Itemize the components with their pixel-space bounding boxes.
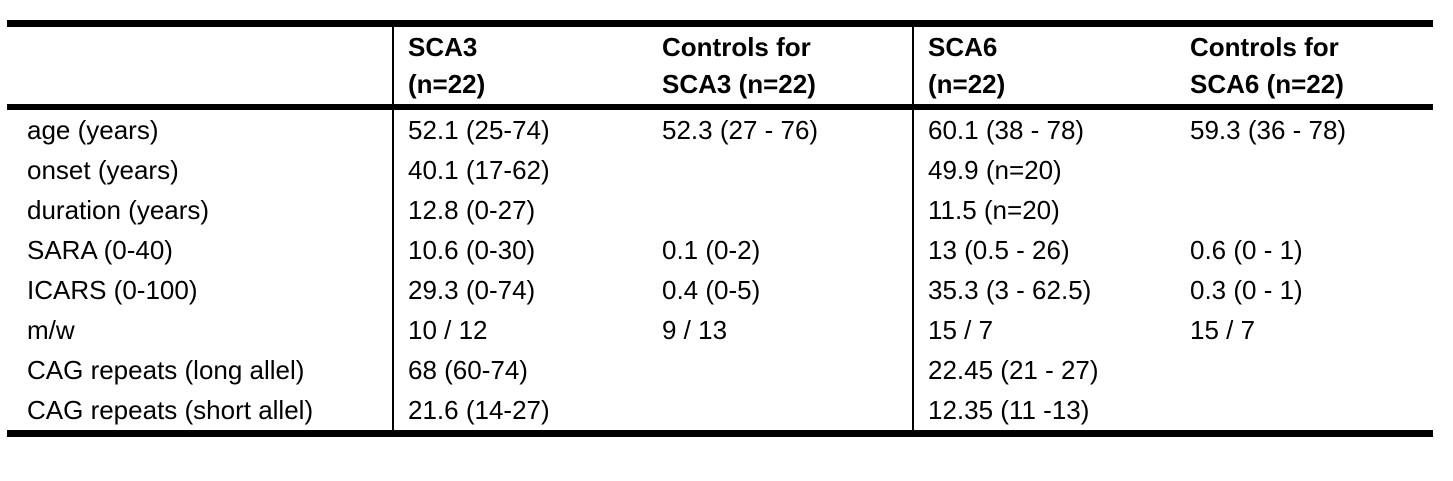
row-label-cell: CAG repeats (short allel) [27, 395, 314, 425]
table-row-icars: ICARS (0-100) 29.3 (0-74) 0.4 (0-5) 35.3… [7, 270, 1433, 310]
header-sca3-line2: (n=22) [408, 69, 486, 99]
row-label-cell: CAG repeats (long allel) [27, 355, 305, 385]
header-controls-sca6: Controls for SCA6 (n=22) [1176, 24, 1433, 108]
value-cell-sca6: 15 / 7 [912, 310, 1176, 350]
table-row-cag-short: CAG repeats (short allel) 21.6 (14-27) 1… [7, 390, 1433, 434]
value-cell-controls-sca3: 0.1 (0-2) [662, 235, 761, 265]
table-row-sara: SARA (0-40) 10.6 (0-30) 0.1 (0-2) 13 (0.… [7, 230, 1433, 270]
table-header: SCA3 (n=22) Controls for SCA3 (n=22) SCA… [7, 23, 1433, 108]
table-row-duration: duration (years) 12.8 (0-27) 11.5 (n=20) [7, 190, 1433, 230]
value-cell-controls-sca3 [648, 390, 913, 434]
value-cell-sca3: 52.1 (25-74) [392, 107, 648, 150]
table-body: age (years) 52.1 (25-74) 52.3 (27 - 76) … [7, 107, 1433, 434]
header-controls-sca6-line2: SCA6 (n=22) [1190, 69, 1344, 99]
value-cell-sca6: 11.5 (n=20) [912, 190, 1176, 230]
value-cell-sca3: 12.8 (0-27) [392, 190, 648, 230]
value-cell-controls-sca6: 0.6 (0 - 1) [1190, 235, 1303, 265]
value-cell-sca6: 13 (0.5 - 26) [912, 230, 1176, 270]
value-cell-controls-sca6: 0.3 (0 - 1) [1190, 275, 1303, 305]
value-cell-sca3: 21.6 (14-27) [392, 390, 648, 434]
value-cell-sca3: 68 (60-74) [392, 350, 648, 390]
header-row: SCA3 (n=22) Controls for SCA3 (n=22) SCA… [7, 23, 1433, 108]
value-cell-controls-sca6 [1176, 150, 1433, 190]
row-label-cell: SARA (0-40) [27, 235, 173, 265]
header-empty-cell [7, 24, 393, 108]
table-row-cag-long: CAG repeats (long allel) 68 (60-74) 22.4… [7, 350, 1433, 390]
value-cell-controls-sca3 [648, 350, 913, 390]
value-cell-controls-sca3 [648, 190, 913, 230]
header-controls-sca3-line2: SCA3 (n=22) [662, 69, 816, 99]
value-cell-sca3: 10 / 12 [392, 310, 648, 350]
value-cell-controls-sca3: 0.4 (0-5) [662, 275, 761, 305]
value-cell-controls-sca3: 52.3 (27 - 76) [662, 115, 819, 145]
value-cell-controls-sca3: 9 / 13 [662, 315, 728, 345]
header-sca6-line2: (n=22) [928, 69, 1006, 99]
value-cell-sca6: 35.3 (3 - 62.5) [912, 270, 1176, 310]
header-sca3-line1: SCA3 [408, 32, 478, 62]
value-cell-controls-sca6 [1176, 390, 1433, 434]
value-cell-sca3: 10.6 (0-30) [392, 230, 648, 270]
value-cell-controls-sca6 [1176, 350, 1433, 390]
header-sca6-line1: SCA6 [928, 32, 998, 62]
value-cell-controls-sca6 [1176, 190, 1433, 230]
row-label-cell: m/w [27, 315, 75, 345]
value-cell-controls-sca6: 15 / 7 [1190, 315, 1256, 345]
patient-characteristics-table: SCA3 (n=22) Controls for SCA3 (n=22) SCA… [7, 20, 1433, 437]
value-cell-controls-sca3 [648, 150, 913, 190]
table-row-onset: onset (years) 40.1 (17-62) 49.9 (n=20) [7, 150, 1433, 190]
row-label-cell: duration (years) [27, 195, 210, 225]
table-row-mw: m/w 10 / 12 9 / 13 15 / 7 15 / 7 [7, 310, 1433, 350]
row-label-cell: age (years) [27, 115, 159, 145]
value-cell-sca6: 49.9 (n=20) [912, 150, 1176, 190]
row-label-cell: ICARS (0-100) [27, 275, 198, 305]
table-row-age: age (years) 52.1 (25-74) 52.3 (27 - 76) … [7, 107, 1433, 150]
header-controls-sca3: Controls for SCA3 (n=22) [648, 24, 913, 108]
value-cell-sca3: 29.3 (0-74) [392, 270, 648, 310]
value-cell-sca6: 60.1 (38 - 78) [912, 107, 1176, 150]
row-label-cell: onset (years) [27, 155, 179, 185]
value-cell-controls-sca6: 59.3 (36 - 78) [1190, 115, 1347, 145]
value-cell-sca3: 40.1 (17-62) [392, 150, 648, 190]
value-cell-sca6: 12.35 (11 -13) [912, 390, 1176, 434]
header-controls-sca3-line1: Controls for [662, 32, 811, 62]
header-controls-sca6-line1: Controls for [1190, 32, 1339, 62]
header-sca3: SCA3 (n=22) [392, 23, 648, 107]
header-sca6: SCA6 (n=22) [912, 23, 1176, 107]
value-cell-sca6: 22.45 (21 - 27) [912, 350, 1176, 390]
